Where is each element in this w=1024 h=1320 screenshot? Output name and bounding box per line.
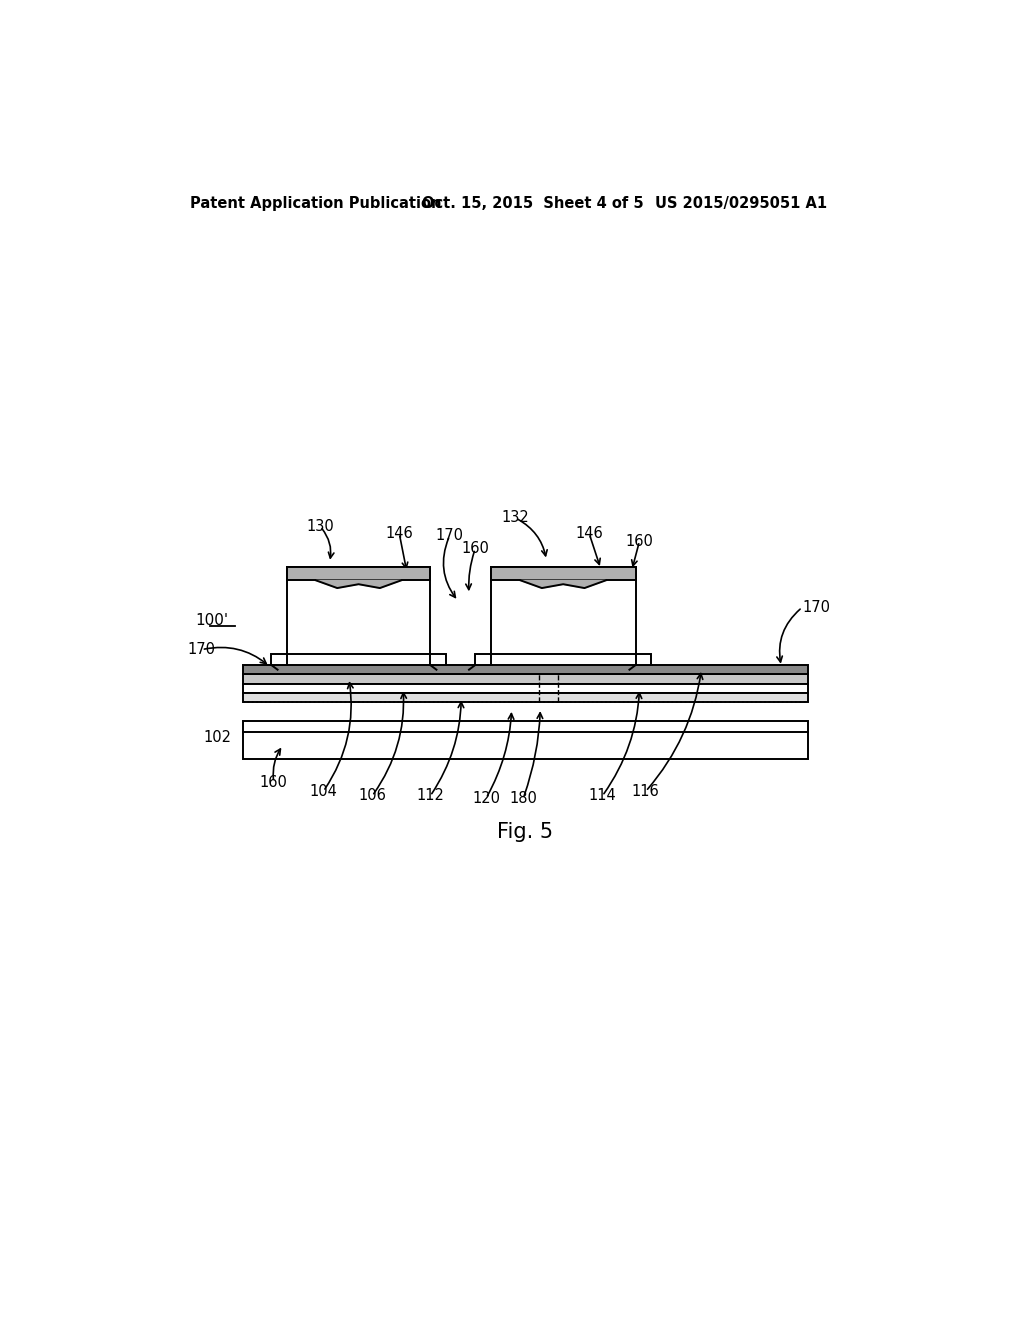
Text: 170: 170 (802, 599, 830, 615)
Bar (490, 566, 636, 581)
Text: 114: 114 (589, 788, 616, 804)
Bar (636, 655, 651, 665)
Text: 160: 160 (626, 533, 653, 549)
Text: 160: 160 (260, 775, 288, 789)
Text: Fig. 5: Fig. 5 (497, 822, 553, 842)
Bar (490, 566, 636, 655)
Text: 170: 170 (187, 642, 216, 657)
Bar (243, 693, 809, 702)
Text: 130: 130 (306, 519, 334, 535)
Text: 112: 112 (417, 788, 444, 804)
Text: 132: 132 (502, 511, 529, 525)
Text: 102: 102 (203, 730, 231, 744)
Text: 100': 100' (196, 612, 228, 628)
Bar (243, 684, 809, 693)
Text: 142: 142 (549, 624, 577, 639)
Text: 160: 160 (461, 541, 489, 556)
Bar (243, 721, 809, 759)
Bar (271, 655, 287, 665)
Bar (287, 566, 430, 655)
Text: 140: 140 (344, 624, 372, 639)
Bar (475, 655, 490, 665)
Bar (243, 665, 809, 675)
Text: 170: 170 (435, 528, 464, 544)
Text: 180: 180 (509, 791, 538, 805)
Text: 120: 120 (472, 791, 500, 805)
Text: 116: 116 (632, 784, 659, 799)
Bar (287, 566, 430, 581)
Text: US 2015/0295051 A1: US 2015/0295051 A1 (655, 195, 827, 211)
Text: Oct. 15, 2015  Sheet 4 of 5: Oct. 15, 2015 Sheet 4 of 5 (423, 195, 644, 211)
Text: Patent Application Publication: Patent Application Publication (190, 195, 441, 211)
Polygon shape (520, 581, 606, 589)
Polygon shape (316, 581, 401, 589)
Text: 146: 146 (385, 525, 413, 541)
Text: 146: 146 (575, 525, 603, 541)
Bar (243, 675, 809, 684)
Text: 104: 104 (309, 784, 337, 799)
Text: 106: 106 (358, 788, 386, 804)
Bar (430, 655, 445, 665)
